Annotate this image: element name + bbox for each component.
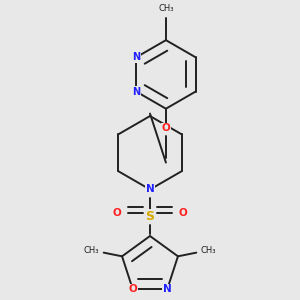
- Text: O: O: [161, 123, 170, 133]
- Text: N: N: [163, 284, 172, 294]
- Text: O: O: [112, 208, 121, 218]
- Text: S: S: [146, 210, 154, 223]
- Text: CH₃: CH₃: [201, 246, 216, 255]
- Text: N: N: [132, 52, 140, 62]
- Text: CH₃: CH₃: [158, 4, 174, 13]
- Text: N: N: [146, 184, 154, 194]
- Text: O: O: [179, 208, 188, 218]
- Text: O: O: [128, 284, 137, 294]
- Text: N: N: [132, 87, 140, 97]
- Text: CH₃: CH₃: [84, 246, 99, 255]
